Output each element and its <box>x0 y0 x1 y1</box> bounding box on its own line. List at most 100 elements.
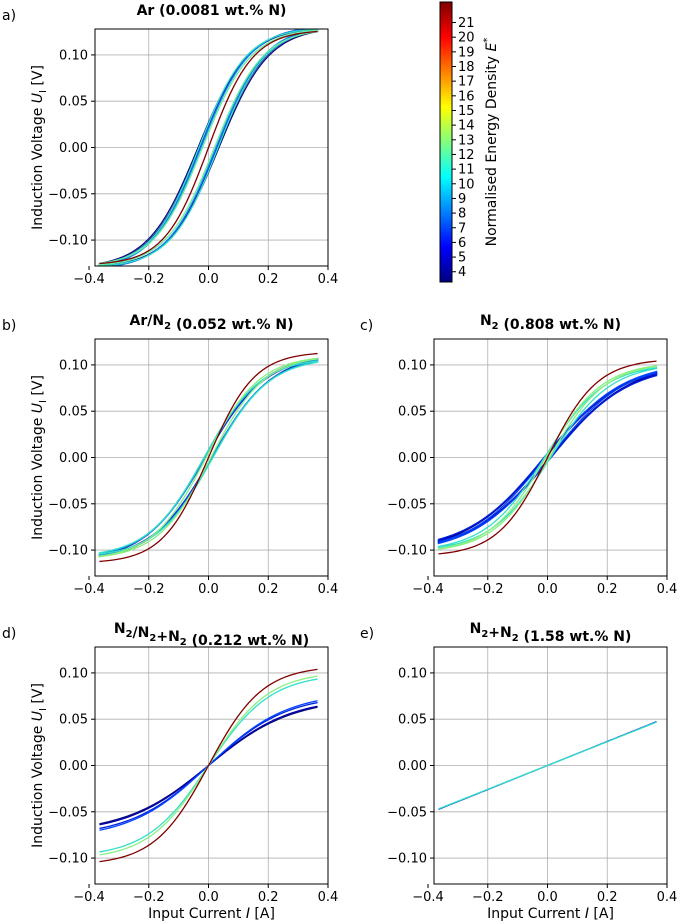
colorbar-tick-label: 10 <box>458 177 475 192</box>
panel-a: a) Ar (0.0081 wt.% N) −0.4 −0.2 0.0 0.2 0.4 −0.… <box>2 3 338 287</box>
x-tick-label: −0.2 <box>472 582 504 597</box>
colorbar-tick-label: 14 <box>458 119 475 134</box>
colorbar-tick-label: 12 <box>458 148 475 163</box>
x-tick-label: 0.4 <box>318 582 339 597</box>
y-tick-label: 0.00 <box>59 141 88 156</box>
y-tick-label: −0.10 <box>48 234 88 249</box>
grid <box>434 647 668 884</box>
series-line <box>437 365 658 550</box>
series-line <box>99 701 318 830</box>
y-tick-label: 0.05 <box>59 95 88 110</box>
chart-title: Ar (0.0081 wt.% N) <box>137 3 287 19</box>
x-tick-label: 0.2 <box>258 272 279 287</box>
x-tick-label: −0.4 <box>412 890 444 905</box>
chart-title: N2/N2+N2 (0.212 wt.% N) <box>114 621 309 649</box>
panel-label: d) <box>2 626 16 642</box>
panel-label: b) <box>2 318 16 334</box>
colorbar-tick-label: 18 <box>458 60 475 75</box>
colorbar-tick-label: 9 <box>458 192 466 207</box>
y-tick-label: 0.05 <box>59 405 88 420</box>
colorbar-tick-label: 8 <box>458 207 466 222</box>
grid <box>95 29 329 266</box>
colorbar-tick-label: 11 <box>458 163 475 178</box>
colorbar-tick-label: 13 <box>458 133 475 148</box>
series-line <box>98 29 319 266</box>
series-line <box>99 30 318 265</box>
series-group <box>438 721 657 810</box>
x-tick-label: 0.4 <box>318 890 339 905</box>
y-tick-label: 0.00 <box>398 451 427 466</box>
y-tick-label: 0.00 <box>59 451 88 466</box>
y-tick-label: 0.10 <box>398 358 427 373</box>
colorbar-gradient <box>439 1 453 283</box>
x-tick-label: −0.2 <box>472 890 504 905</box>
panel-b: b) Ar/N2 (0.052 wt.% N) −0.4 −0.2 0.0 0.2 0.4 −… <box>2 313 338 597</box>
y-tick-label: −0.05 <box>48 805 88 820</box>
y-tick-label: −0.05 <box>48 187 88 202</box>
series-group <box>99 668 318 863</box>
y-tick-label: −0.05 <box>48 497 88 512</box>
colorbar-tick-label: 17 <box>458 75 475 90</box>
panel-label: c) <box>360 318 373 334</box>
series-group <box>98 352 319 563</box>
x-tick-label: 0.2 <box>258 582 279 597</box>
y-tick-label: 0.05 <box>398 405 427 420</box>
x-tick-label: 0.0 <box>198 582 219 597</box>
y-tick-label: −0.05 <box>387 497 427 512</box>
y-axis-label: Induction Voltage UI [V] <box>30 375 49 540</box>
colorbar-tick-label: 15 <box>458 104 475 119</box>
x-tick-label: −0.2 <box>133 890 165 905</box>
chart-title: N2+N2 (1.58 wt.% N) <box>470 621 632 645</box>
x-axis-label: Input Current I [A] <box>487 906 614 922</box>
x-tick-label: 0.4 <box>657 582 678 597</box>
x-tick-label: 0.4 <box>657 890 678 905</box>
chart-title: Ar/N2 (0.052 wt.% N) <box>130 313 294 333</box>
series-line <box>438 360 657 555</box>
x-axis-label: Input Current I [A] <box>148 906 275 922</box>
series-line <box>99 705 318 826</box>
x-tick-label: 0.0 <box>537 582 558 597</box>
series-line <box>437 366 658 549</box>
x-tick-label: −0.4 <box>73 890 105 905</box>
series-line <box>99 668 318 863</box>
x-tick-label: −0.4 <box>412 582 444 597</box>
colorbar-tick-label: 20 <box>458 31 475 46</box>
series-line <box>99 700 318 831</box>
y-tick-label: −0.10 <box>48 544 88 559</box>
x-tick-label: −0.2 <box>133 582 165 597</box>
panel-d: d) N2/N2+N2 (0.212 wt.% N) −0.4 −0.2 0.0 0.2 0… <box>2 621 338 922</box>
chart-title: N2 (0.808 wt.% N) <box>480 313 621 333</box>
colorbar-tick-label: 6 <box>458 236 466 251</box>
y-axis-label: Induction Voltage UI [V] <box>30 683 49 848</box>
series-group <box>98 29 319 266</box>
y-tick-label: 0.10 <box>59 48 88 63</box>
panel-label: a) <box>2 8 16 24</box>
x-tick-label: −0.4 <box>73 272 105 287</box>
colorbar-tick-label: 7 <box>458 221 466 236</box>
series-line <box>438 721 657 810</box>
series-line <box>98 29 319 266</box>
x-tick-label: −0.4 <box>73 582 105 597</box>
x-tick-label: 0.2 <box>597 582 618 597</box>
series-line <box>99 678 318 853</box>
panel-label: e) <box>360 626 374 642</box>
colorbar-tick-label: 21 <box>458 16 475 31</box>
series-line <box>99 675 318 856</box>
y-tick-label: −0.10 <box>48 852 88 867</box>
series-line <box>98 360 319 555</box>
y-tick-label: 0.10 <box>398 666 427 681</box>
y-tick-label: −0.10 <box>387 852 427 867</box>
x-tick-label: 0.4 <box>318 272 339 287</box>
colorbar-tick-label: 19 <box>458 45 475 60</box>
y-axis-label: Induction Voltage UI [V] <box>30 65 49 230</box>
y-tick-label: 0.05 <box>59 713 88 728</box>
panels: a) Ar (0.0081 wt.% N) −0.4 −0.2 0.0 0.2 0.4 −0.… <box>2 3 677 922</box>
x-tick-label: 0.0 <box>198 890 219 905</box>
x-tick-label: 0.2 <box>258 890 279 905</box>
series-line <box>99 352 318 563</box>
x-tick-label: 0.0 <box>198 272 219 287</box>
y-tick-label: −0.10 <box>387 544 427 559</box>
panel-e: e) N2+N2 (1.58 wt.% N) −0.4 −0.2 0.0 0.2 0.4 −0… <box>360 621 677 922</box>
series-line <box>437 370 658 545</box>
